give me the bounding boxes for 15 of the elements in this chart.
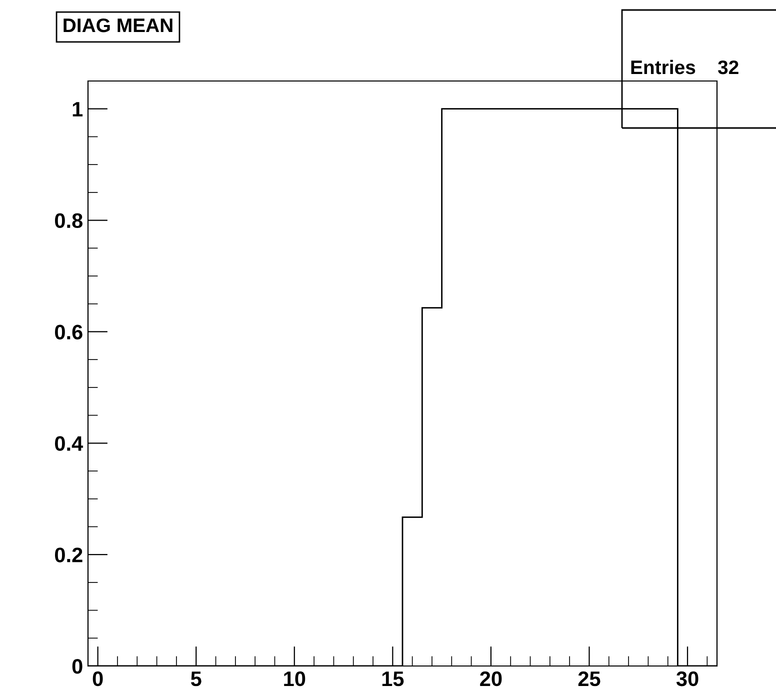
x-tick-label: 5 bbox=[190, 672, 202, 686]
y-tick-label: 1 bbox=[72, 102, 83, 116]
y-tick-label: 0.4 bbox=[55, 436, 84, 451]
x-tick-label: 15 bbox=[382, 672, 404, 686]
y-tick-label: 0.6 bbox=[55, 324, 82, 340]
text: Entries 32 bbox=[631, 60, 738, 74]
y-tick-label: 0 bbox=[72, 659, 82, 674]
x-tick-label: 25 bbox=[578, 671, 600, 686]
x-tick-label: 30 bbox=[676, 671, 698, 686]
y-tick-label: 0.2 bbox=[55, 548, 82, 562]
chart-title: DIAG MEAN bbox=[64, 18, 172, 32]
y-tick-label: 0.8 bbox=[55, 213, 83, 228]
x-tick-label: 0 bbox=[92, 671, 103, 686]
x-tick-label: 10 bbox=[284, 671, 306, 686]
x-tick-label: 20 bbox=[480, 671, 502, 686]
